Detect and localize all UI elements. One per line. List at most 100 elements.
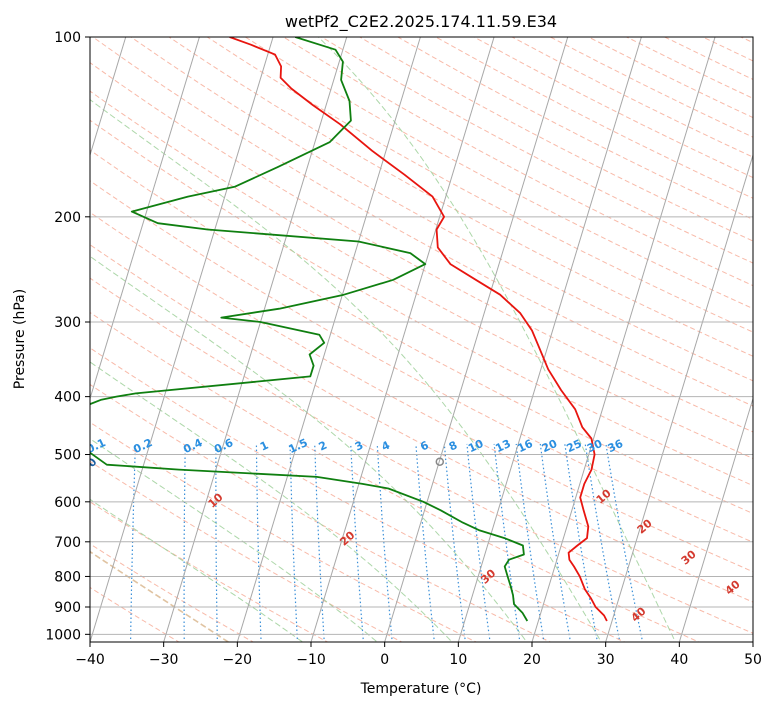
isotherms [0,24,753,642]
mixing-ratio-line [564,443,599,642]
dry-adiabat [511,37,753,158]
x-tick-label: 40 [670,652,688,668]
dry-adiabat [90,277,753,634]
mixing-ratio-label: 13 [493,437,512,455]
dry-adiabats [90,37,753,642]
x-tick-label: 0 [380,652,389,668]
y-tick-label: 200 [54,210,81,226]
zero-marker [435,457,445,466]
mixing-ratio-line [493,443,521,642]
moist-adiabat-label: 10 [594,486,614,506]
dry-adiabat [740,37,753,44]
mixing-ratio-label: 2 [317,439,329,454]
mixing-ratio-line [443,443,467,642]
isotherm [310,37,495,642]
mixing-ratio-line [314,443,325,642]
mixing-ratio-label: 0.1 [85,436,108,456]
mixing-ratio-line [80,444,89,647]
dry-adiabat [90,149,753,515]
isotherm [236,37,421,642]
mixing-ratio-line [584,443,621,642]
pressure-gridlines [90,37,753,635]
y-tick-label: 600 [54,495,81,511]
dewpoint-line [90,37,529,622]
y-tick-label: 800 [54,569,81,585]
dry-adiabat [90,586,180,642]
mixing-ratio-label: 3 [353,439,365,454]
isotherm [90,37,200,401]
dry-adiabat [90,421,478,642]
dry-adiabat [90,383,552,642]
dry-adiabat [359,37,753,242]
dry-adiabat [90,62,753,433]
moist-adiabat-label: 30 [679,547,699,567]
dry-adiabat [90,543,255,642]
moist-adiabat [90,550,230,642]
mixing-ratio-label: 36 [606,437,626,455]
mixing-ratio-label: 1.5 [287,436,310,456]
isotherm [90,37,274,642]
dry-adiabat [92,37,753,407]
y-axis: 100 200 300 400 500 600 700 800 900 1000 [45,30,90,643]
moist-adiabat [90,99,602,642]
dry-adiabat [90,347,626,642]
x-tick-label: 30 [597,652,615,668]
dry-adiabat [702,37,753,62]
x-axis: −40 −30 −20 −10 0 10 20 30 40 50 [75,642,762,668]
x-tick-label: 10 [449,652,467,668]
isotherm [531,37,716,642]
mixing-ratio-label: 1 [258,439,270,454]
x-tick-label: −30 [149,652,179,668]
mixing-ratio-line [255,443,262,642]
dry-adiabat [90,180,753,543]
y-tick-label: 500 [54,448,81,464]
mixing-ratio-label: 0.4 [181,436,204,456]
dry-adiabat [130,37,753,382]
isotherm [0,24,56,642]
dry-adiabat [90,460,403,642]
mixing-ratio-line [215,443,218,642]
dry-adiabat [435,37,753,199]
mixing-ratio-label: 4 [379,438,392,453]
dry-adiabat [90,119,753,487]
y-tick-label: 100 [54,30,81,46]
dry-adiabat [397,37,753,220]
dry-adiabat [321,37,753,264]
dry-adiabat [90,244,753,603]
mixing-ratio-line [466,443,491,642]
isotherm [90,37,127,157]
mixing-ratio-label: 8 [447,439,459,454]
moist-adiabat [90,438,378,642]
x-tick-label: 50 [744,652,762,668]
y-tick-label: 1000 [45,627,81,643]
moist-adiabat [318,37,676,642]
x-tick-label: −10 [296,652,326,668]
x-tick-label: −20 [223,652,253,668]
mixing-ratio-line [130,443,137,642]
mixing-ratio-line [289,443,299,642]
isotherm [457,37,642,642]
mixing-ratio-label: 6 [418,438,431,453]
dry-adiabat [168,37,753,357]
plot-area: -100-90-80-70-60-50-40-30-20-10010203040… [0,24,753,647]
plot-frame [89,36,754,643]
x-tick-label: 20 [523,652,541,668]
mixing-ratio-line [415,443,436,642]
dry-adiabat [90,501,329,642]
dry-adiabat-label: 30 [478,566,498,586]
isotherm [605,153,753,642]
mixing-ratio-label: 0.6 [212,436,235,456]
mixing-ratio-label: 25 [565,437,584,455]
y-tick-label: 300 [54,315,81,331]
mixing-ratio-line [183,443,186,642]
isotherm [752,640,753,642]
mixing-ratio-label: 30 [585,437,605,455]
mixing-ratio-line [515,443,545,642]
y-tick-label: 900 [54,600,81,616]
mixing-ratio-line [539,443,572,642]
y-tick-label: 700 [54,535,81,551]
mixing-ratio-line [605,443,644,642]
dry-adiabat [550,37,753,138]
mixing-ratio-label: 10 [466,437,486,455]
x-axis-label: Temperature (°C) [360,681,482,697]
